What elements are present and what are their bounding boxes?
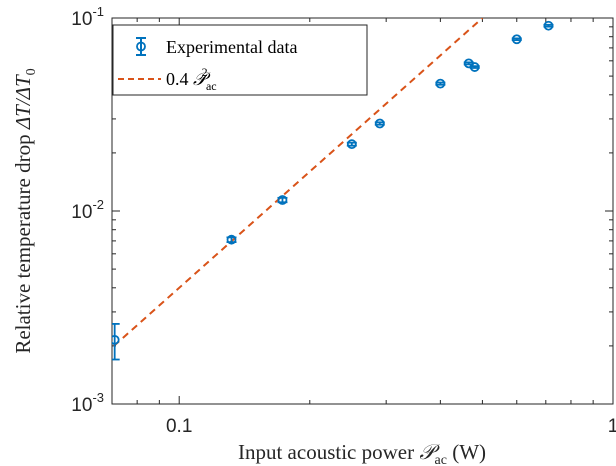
x-tick-labels: 0.1 1: [166, 416, 616, 437]
data-point: [277, 195, 288, 205]
data-marker: [346, 139, 357, 150]
legend-circle-marker-icon: [136, 41, 146, 52]
data-point: [511, 34, 522, 45]
data-point: [469, 62, 480, 72]
x-tick-label: 0.1: [166, 416, 192, 437]
x-tick-label: 1: [608, 416, 616, 437]
y-tick-label: 10-3: [71, 390, 104, 416]
data-point: [112, 323, 120, 361]
y-tick-labels: 10-3 10-2 10-1: [71, 4, 104, 416]
minor-ticks: [111, 17, 614, 405]
data-marker: [226, 234, 237, 245]
data-point: [374, 118, 385, 129]
fit-line-series: [113, 18, 484, 347]
data-marker: [374, 118, 385, 129]
data-point: [543, 20, 554, 31]
data-marker: [435, 78, 446, 89]
data-point: [226, 234, 237, 245]
data-marker: [469, 62, 480, 72]
data-point: [435, 78, 446, 89]
legend-label-fit: 0.4 𝒫ac2: [166, 65, 217, 93]
data-marker: [277, 195, 288, 205]
data-marker: [112, 334, 120, 345]
y-axis-title: Relative temperature drop ΔT/ΔT0: [11, 68, 39, 353]
legend-box: [112, 24, 368, 96]
y-tick-label: 10-1: [71, 4, 104, 30]
legend: Experimental data 0.4 𝒫ac2: [112, 24, 368, 96]
data-marker: [543, 20, 554, 31]
experimental-data-series: [112, 20, 554, 361]
fit-line: [113, 18, 484, 347]
y-tick-label: 10-2: [71, 197, 104, 223]
legend-label-experimental: Experimental data: [166, 37, 297, 57]
x-axis-title: Input acoustic power 𝒫ac (W): [238, 440, 486, 466]
legend-entry-experimental: Experimental data: [136, 37, 297, 57]
data-point: [346, 139, 357, 150]
data-marker: [511, 34, 522, 45]
legend-entry-fit: 0.4 𝒫ac2: [118, 65, 217, 93]
